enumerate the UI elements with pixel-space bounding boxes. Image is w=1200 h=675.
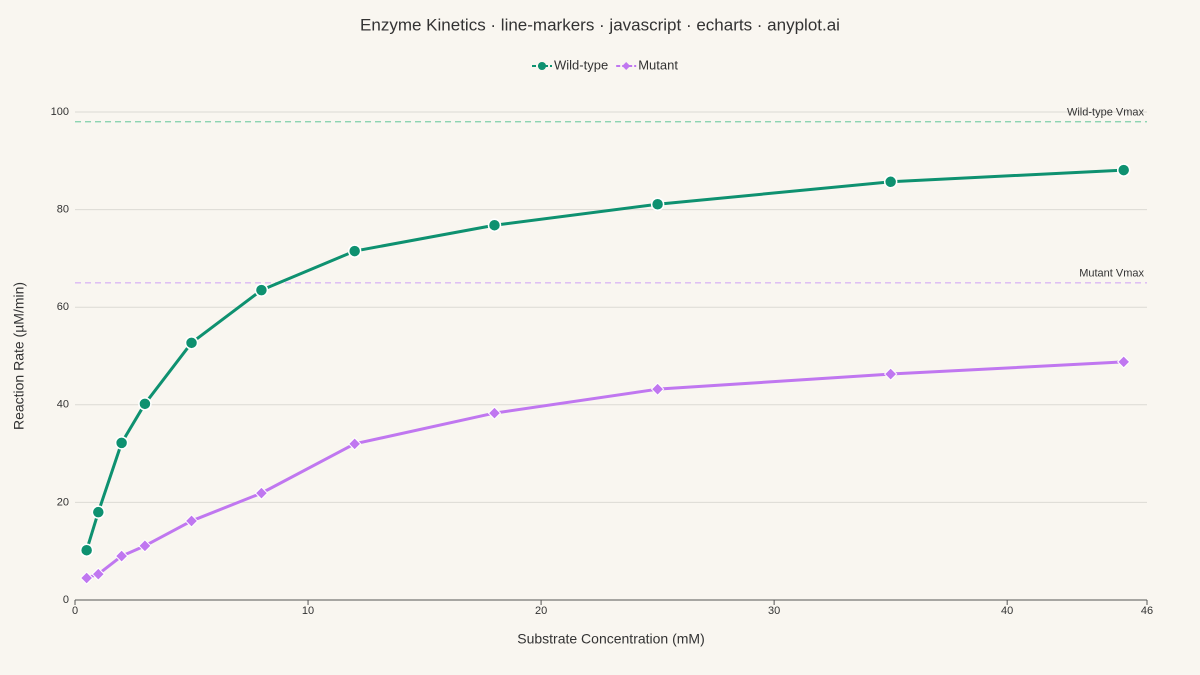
legend-marker [622,62,631,70]
marker [650,382,665,396]
legend-label: Wild-type [554,57,608,72]
x-tick-label: 40 [1001,605,1013,617]
x-tick-label: 20 [535,605,547,617]
y-tick-label: 0 [63,594,69,606]
marker [91,567,106,581]
marker [487,218,502,232]
y-tick-label: 60 [57,301,69,313]
marker [883,367,898,381]
marker [114,549,129,563]
marker [114,436,129,450]
marker [650,197,665,211]
marker [184,336,199,350]
marker [79,543,94,557]
y-axis-label: Reaction Rate (µM/min) [11,282,27,430]
y-tick-label: 80 [57,204,69,216]
marker [254,283,269,297]
x-axis-label: Substrate Concentration (mM) [517,631,705,647]
marker [138,539,152,553]
chart-title: Enzyme Kinetics · line-markers · javascr… [360,15,840,34]
x-tick-label: 46 [1141,605,1153,617]
marker [1116,163,1131,177]
y-tick-label: 20 [57,496,69,508]
marker [138,397,152,411]
marker [1116,355,1131,369]
marker [79,571,94,585]
legend-label: Mutant [638,57,678,72]
marker [347,437,362,451]
x-tick-label: 10 [302,605,314,617]
y-tick-label: 100 [51,106,69,118]
marker [254,486,269,500]
x-tick-label: 0 [72,605,78,617]
marker [883,175,898,189]
reference-label: Mutant Vmax [1079,268,1144,280]
x-tick-label: 30 [768,605,780,617]
marker [487,406,502,420]
y-tick-label: 40 [57,399,69,411]
marker [91,505,106,519]
legend-marker [538,62,546,70]
reference-label: Wild-type Vmax [1067,107,1145,119]
marker [184,514,199,528]
marker [347,244,362,258]
